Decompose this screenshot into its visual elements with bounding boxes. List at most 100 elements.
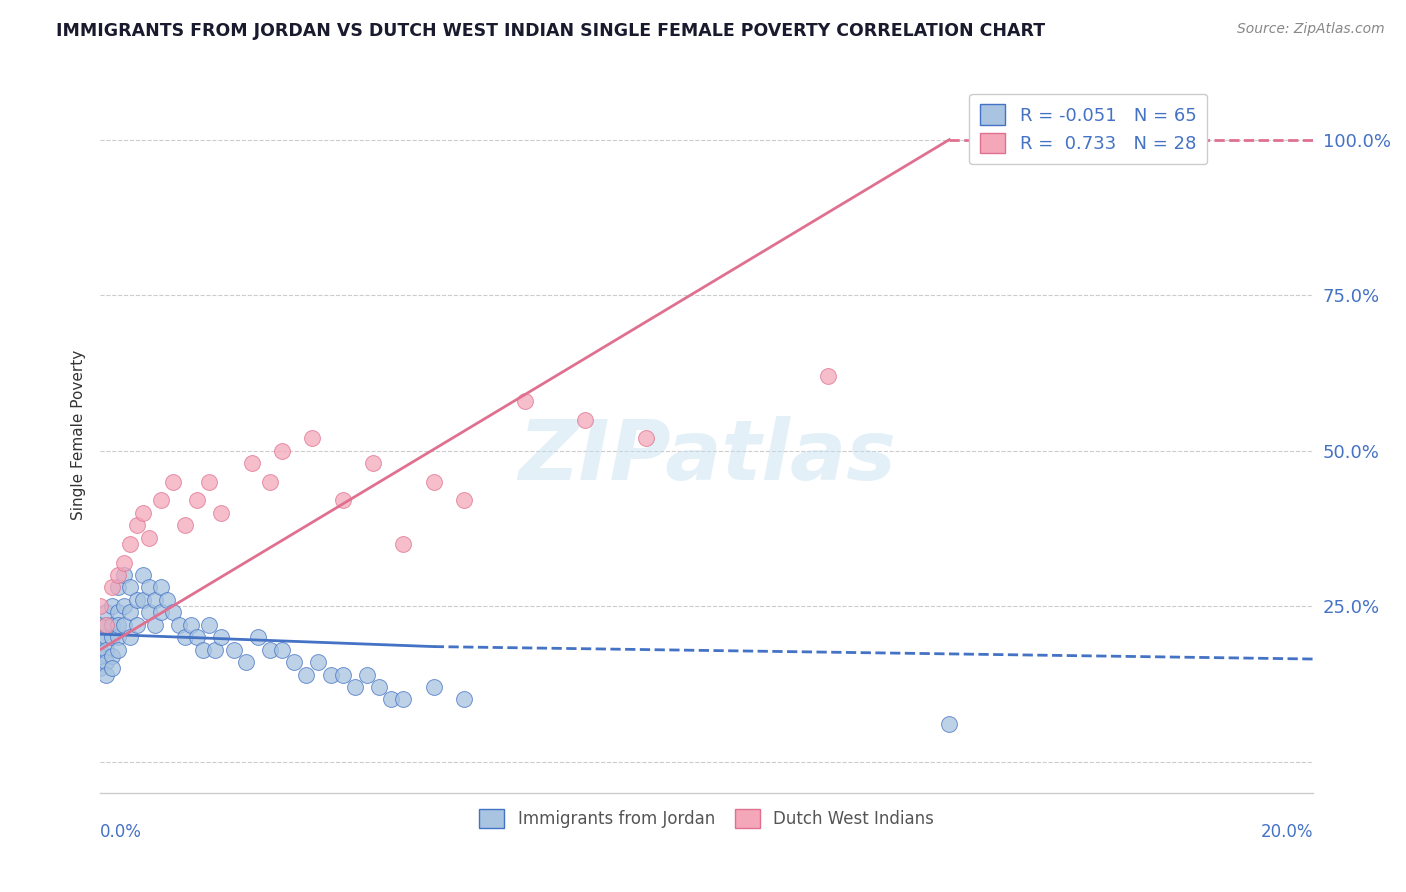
Point: [96, 617, 118, 632]
Point: [120, 537, 142, 551]
Text: ZIPatlas: ZIPatlas: [517, 416, 896, 497]
Point: [138, 581, 160, 595]
Point: [319, 667, 342, 681]
Text: 20.0%: 20.0%: [1261, 823, 1313, 841]
Point: [101, 581, 124, 595]
Point: [193, 642, 215, 657]
Point: [101, 661, 124, 675]
Point: [96, 630, 118, 644]
Point: [125, 518, 148, 533]
Point: [295, 667, 318, 681]
Point: [198, 475, 221, 489]
Point: [271, 642, 294, 657]
Point: [308, 655, 330, 669]
Point: [283, 655, 305, 669]
Point: [112, 599, 135, 614]
Point: [107, 642, 129, 657]
Point: [392, 537, 415, 551]
Point: [209, 630, 232, 644]
Point: [246, 630, 269, 644]
Point: [112, 568, 135, 582]
Point: [149, 581, 172, 595]
Point: [131, 593, 153, 607]
Point: [89, 648, 111, 663]
Point: [301, 431, 323, 445]
Point: [89, 630, 111, 644]
Y-axis label: Single Female Poverty: Single Female Poverty: [72, 350, 86, 520]
Point: [422, 475, 444, 489]
Legend: Immigrants from Jordan, Dutch West Indians: Immigrants from Jordan, Dutch West India…: [472, 802, 941, 835]
Point: [513, 393, 536, 408]
Point: [198, 617, 221, 632]
Point: [120, 581, 142, 595]
Point: [235, 655, 257, 669]
Point: [938, 717, 960, 731]
Point: [209, 506, 232, 520]
Point: [89, 617, 111, 632]
Point: [222, 642, 245, 657]
Point: [112, 617, 135, 632]
Point: [101, 648, 124, 663]
Point: [143, 593, 166, 607]
Point: [380, 692, 402, 706]
Point: [125, 593, 148, 607]
Point: [149, 606, 172, 620]
Point: [138, 606, 160, 620]
Point: [96, 667, 118, 681]
Point: [259, 642, 281, 657]
Point: [162, 606, 184, 620]
Point: [96, 655, 118, 669]
Point: [101, 630, 124, 644]
Point: [422, 680, 444, 694]
Point: [453, 493, 475, 508]
Text: 0.0%: 0.0%: [100, 823, 142, 841]
Point: [120, 606, 142, 620]
Point: [143, 617, 166, 632]
Point: [186, 493, 208, 508]
Point: [174, 518, 197, 533]
Point: [156, 593, 179, 607]
Point: [332, 493, 354, 508]
Point: [131, 568, 153, 582]
Point: [361, 456, 384, 470]
Point: [574, 412, 596, 426]
Point: [368, 680, 391, 694]
Point: [186, 630, 208, 644]
Point: [107, 617, 129, 632]
Point: [89, 599, 111, 614]
Point: [107, 581, 129, 595]
Point: [180, 617, 202, 632]
Point: [112, 556, 135, 570]
Point: [101, 617, 124, 632]
Point: [332, 667, 354, 681]
Point: [174, 630, 197, 644]
Point: [149, 493, 172, 508]
Point: [101, 599, 124, 614]
Point: [107, 568, 129, 582]
Point: [96, 642, 118, 657]
Point: [240, 456, 263, 470]
Point: [162, 475, 184, 489]
Text: Source: ZipAtlas.com: Source: ZipAtlas.com: [1237, 22, 1385, 37]
Point: [817, 369, 839, 384]
Point: [167, 617, 190, 632]
Point: [634, 431, 657, 445]
Point: [125, 617, 148, 632]
Point: [107, 630, 129, 644]
Point: [96, 606, 118, 620]
Point: [96, 617, 118, 632]
Point: [138, 531, 160, 545]
Point: [259, 475, 281, 489]
Point: [120, 630, 142, 644]
Point: [89, 661, 111, 675]
Point: [356, 667, 378, 681]
Point: [107, 606, 129, 620]
Point: [392, 692, 415, 706]
Point: [89, 642, 111, 657]
Text: IMMIGRANTS FROM JORDAN VS DUTCH WEST INDIAN SINGLE FEMALE POVERTY CORRELATION CH: IMMIGRANTS FROM JORDAN VS DUTCH WEST IND…: [56, 22, 1046, 40]
Point: [453, 692, 475, 706]
Point: [343, 680, 366, 694]
Point: [131, 506, 153, 520]
Point: [271, 443, 294, 458]
Point: [204, 642, 226, 657]
